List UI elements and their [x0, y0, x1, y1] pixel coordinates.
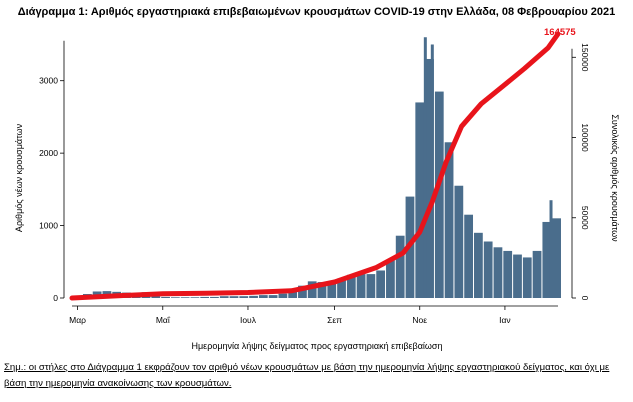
right-tick-label: 50000: [580, 206, 590, 230]
bar: [190, 297, 200, 298]
bar: [356, 274, 366, 298]
bar: [522, 257, 532, 298]
line-series-cumulative: [69, 31, 561, 301]
bar: [337, 278, 346, 298]
x-tick-label: Νοε: [412, 315, 427, 325]
bar: [464, 214, 474, 298]
covid-chart: 0 1000 2000 3000 0 50000 100000 150000 Μαρ Μαΐ Ι…: [14, 27, 620, 351]
bar: [415, 102, 425, 298]
bar: [386, 260, 395, 298]
right-axis: 0 50000 100000 150000: [571, 43, 590, 301]
x-tick-label: Ιαν: [499, 315, 511, 325]
bar: [307, 281, 317, 298]
y-axis-right-label: Συνολικός αριθμός κρουσμάτων: [610, 114, 620, 242]
bar-peak: [549, 200, 553, 298]
bar: [229, 296, 239, 298]
bar: [210, 296, 219, 298]
right-tick-label: 150000: [580, 43, 590, 72]
bar: [170, 297, 180, 298]
bar: [454, 185, 464, 298]
bar: [503, 250, 513, 298]
left-tick-label: 0: [53, 293, 58, 303]
bar: [434, 91, 444, 298]
chart-title: Διάγραμμα 1: Αριθμός εργαστηριακά επιβεβ…: [17, 6, 616, 18]
bar: [376, 270, 386, 298]
bar: [483, 241, 493, 298]
axis-labels: Αριθμός νέων κρουσμάτων Συνολικός αριθμό…: [14, 27, 620, 351]
bar: [327, 282, 337, 298]
footnote: Σημ.: οι στήλες στο Διάγραμμα 1 εκφράζου…: [4, 360, 629, 392]
right-tick-label: 0: [580, 296, 590, 301]
bar: [298, 285, 307, 298]
bar: [151, 296, 161, 298]
bar: [474, 232, 483, 298]
bar: [180, 297, 190, 298]
left-tick-label: 1000: [39, 221, 58, 231]
bar: [366, 274, 376, 298]
x-tick-label: Σεπ: [327, 315, 342, 325]
bar: [425, 58, 434, 298]
bar: [395, 235, 405, 298]
left-axis: 0 1000 2000 3000: [39, 40, 65, 303]
bar: [268, 295, 278, 298]
x-axis: Μαρ Μαΐ Ιουλ Σεπ Νοε Ιαν: [69, 305, 558, 325]
bar: [444, 142, 454, 298]
x-tick-label: Μαΐ: [156, 315, 171, 325]
x-tick-label: Ιουλ: [240, 315, 257, 325]
x-tick-label: Μαρ: [69, 315, 86, 325]
bar-series-new-cases: [73, 37, 561, 299]
bar: [288, 290, 298, 298]
right-tick-label: 100000: [580, 123, 590, 152]
bar: [542, 221, 552, 298]
bar: [317, 282, 327, 298]
footnote-text: Σημ.: οι στήλες στο Διάγραμμα 1 εκφράζου…: [4, 362, 610, 389]
bar: [552, 218, 561, 298]
bar: [161, 296, 170, 298]
bar-peak: [423, 37, 427, 298]
left-tick-label: 2000: [39, 148, 58, 158]
left-tick-label: 3000: [39, 76, 58, 86]
bar: [219, 296, 229, 298]
bar: [278, 293, 288, 298]
bar: [493, 247, 503, 298]
y-axis-left-label: Αριθμός νέων κρουσμάτων: [14, 123, 24, 232]
bar: [249, 295, 258, 298]
bar: [532, 250, 542, 298]
x-axis-label: Ημερομηνία λήψης δείγματος προς εργαστηρ…: [192, 341, 443, 351]
bar: [200, 296, 210, 298]
bar: [346, 274, 356, 298]
bar-peak: [430, 44, 434, 299]
bar: [258, 295, 268, 298]
bar: [513, 254, 522, 298]
cumulative-line: [69, 31, 561, 301]
bar: [239, 296, 249, 298]
final-cumulative-label: 164575: [544, 27, 576, 38]
